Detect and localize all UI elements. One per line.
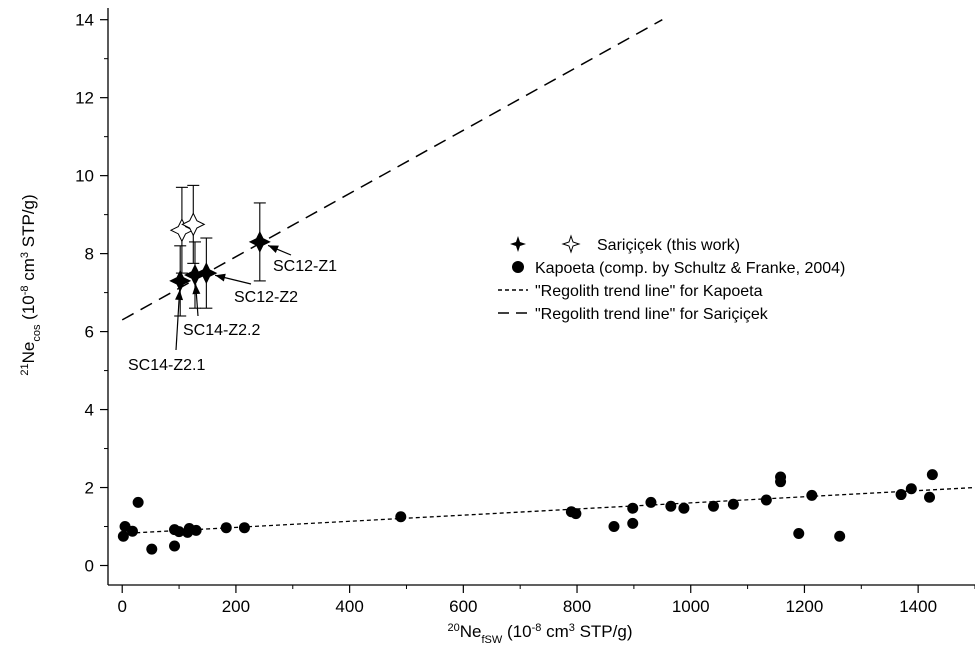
kapoeta-point [760,494,772,506]
kapoeta-point [665,500,677,512]
trend-line-kapoeta [122,486,975,535]
x-tick-label: 1200 [786,597,824,616]
kapoeta-point [395,511,407,523]
x-tick-label: 1000 [672,597,710,616]
saricicek-points [169,184,271,317]
legend-entry-trend-saricicek: "Regolith trend line" for Sariçiçek [498,306,769,323]
saricicek-filled-point [195,262,218,285]
legend-label-trend-saricicek: "Regolith trend line" for Sariçiçek [535,306,769,323]
legend: Sariçiçek (this work) Kapoeta (comp. by … [498,234,845,323]
kapoeta-point [627,517,639,529]
x-tick-label: 600 [449,597,477,616]
x-tick-label: 800 [563,597,591,616]
saricicek-filled-point [169,269,192,292]
axes: 0 200 400 600 800 1000 1200 1400 0 2 4 6 8 10 12 14 [75,8,975,616]
kapoeta-points [117,469,938,555]
x-tick-label: 0 [117,597,126,616]
annotation-label: SC14-Z2.2 [183,322,260,339]
kapoeta-point [570,508,582,520]
kapoeta-point [146,543,158,555]
y-axis-title: 21Necos (10-8 cm3 STP/g) [19,194,43,375]
saricicek-filled-point [248,230,271,253]
legend-filled-circle-icon [512,261,524,273]
annotation-label: SC14-Z2.1 [128,357,205,374]
legend-filled-star-icon [510,236,526,252]
kapoeta-point [126,525,138,537]
legend-entry-saricicek: Sariçiçek (this work) [510,234,740,254]
kapoeta-point [238,522,250,534]
kapoeta-point [627,502,639,514]
kapoeta-point [645,496,657,508]
kapoeta-point [905,483,917,495]
legend-label-saricicek: Sariçiçek (this work) [597,237,740,254]
kapoeta-point [727,498,739,510]
kapoeta-point [806,489,818,501]
saricicek-open-point [169,218,195,243]
kapoeta-point [173,526,185,538]
trend-lines [121,19,975,535]
annotation-arrow-head [192,284,201,295]
x-tick-label: 200 [222,597,250,616]
y-tick-label: 0 [85,557,94,576]
kapoeta-point [117,530,129,542]
kapoeta-point [926,469,938,481]
annotation-label: SC12-Z1 [273,258,337,275]
kapoeta-point [608,521,620,533]
trend-line-saricicek [121,19,663,321]
annotation-arrow-head [215,273,226,282]
kapoeta-point [190,524,202,536]
annotation-arrow-head [268,245,279,253]
kapoeta-point [924,491,936,503]
kapoeta-point [895,489,907,501]
kapoeta-point [707,500,719,512]
y-tick-label: 8 [85,245,94,264]
annotation-arrow-line [175,289,181,351]
legend-entry-trend-kapoeta: "Regolith trend line" for Kapoeta [498,283,763,300]
y-tick-label: 4 [85,401,94,420]
legend-open-star-icon [561,234,581,254]
annotation-arrow-head [175,289,184,301]
x-axis-title: 20NefSW (10-8 cm3 STP/g) [448,622,633,645]
y-tick-label: 6 [85,323,94,342]
y-tick-label: 10 [75,167,94,186]
kapoeta-point [132,496,144,508]
kapoeta-point [220,522,232,534]
y-tick-label: 2 [85,479,94,498]
x-tick-label: 1400 [899,597,937,616]
kapoeta-point [678,502,690,514]
saricicek-filled-point [183,264,206,287]
annotations: SC12-Z1 SC12-Z2 SC14-Z2.2 SC14-Z2.1 [128,244,337,374]
kapoeta-point [775,471,787,483]
annotation-label: SC12-Z2 [234,289,298,306]
legend-label-trend-kapoeta: "Regolith trend line" for Kapoeta [535,283,763,300]
kapoeta-point [834,530,846,542]
saricicek-open-point [181,212,206,237]
y-tick-label: 14 [75,11,94,30]
kapoeta-point [169,540,181,552]
kapoeta-point [793,528,805,540]
legend-label-kapoeta: Kapoeta (comp. by Schultz & Franke, 2004… [535,260,845,277]
legend-entry-kapoeta: Kapoeta (comp. by Schultz & Franke, 2004… [512,260,845,277]
y-tick-label: 12 [75,89,94,108]
x-tick-label: 400 [335,597,363,616]
